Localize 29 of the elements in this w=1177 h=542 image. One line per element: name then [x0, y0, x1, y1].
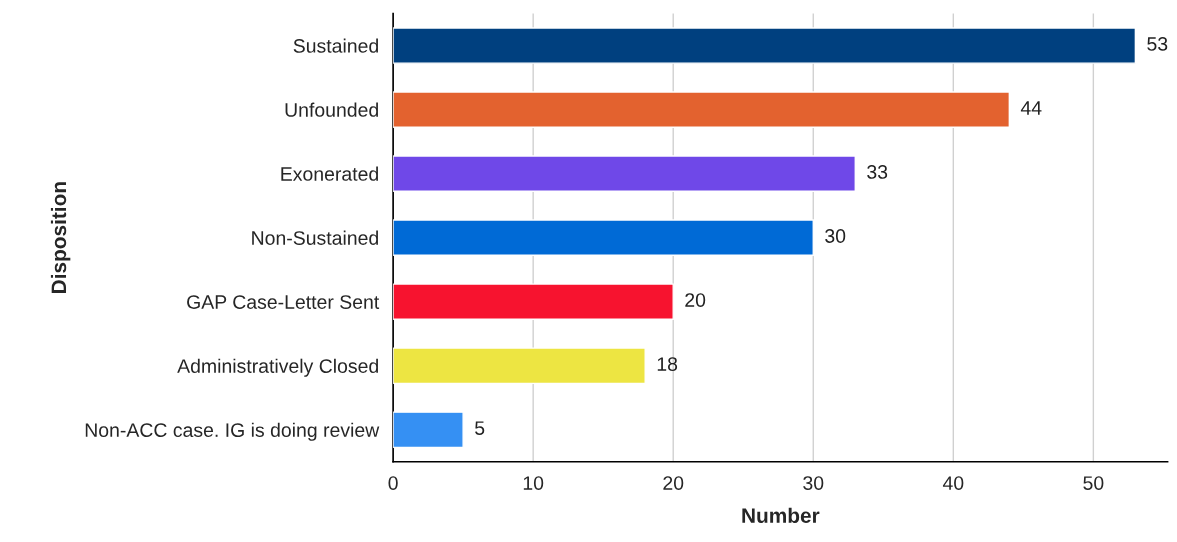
y-tick-label: Administratively Closed	[177, 358, 378, 377]
bar	[393, 347, 646, 385]
bar	[393, 411, 464, 449]
y-tick-label: Unfounded	[285, 102, 378, 117]
bar	[393, 27, 1137, 64]
bar	[393, 283, 674, 321]
y-tick-label: Non-ACC case. IG is doing review	[85, 422, 380, 441]
y-tick-label: Sustained	[293, 38, 378, 53]
x-axis-title: Number	[742, 507, 820, 523]
data-label: 5	[475, 421, 485, 435]
y-tick-label: GAP Case-Letter Sent	[187, 295, 380, 309]
data-label: 30	[825, 229, 846, 243]
data-label: 20	[685, 293, 706, 307]
data-label: 44	[1020, 101, 1042, 115]
bar	[393, 155, 856, 192]
y-tick-label: Non-Sustained	[252, 230, 378, 245]
data-label: 53	[1147, 37, 1168, 51]
x-tick-label: 30	[803, 476, 824, 490]
x-tick-label: 10	[523, 476, 544, 490]
y-axis-title: Disposition	[50, 182, 71, 293]
x-tick-label: 0	[388, 476, 398, 490]
bar	[393, 219, 814, 256]
bar	[393, 91, 1011, 128]
x-tick-label: 20	[663, 476, 684, 490]
data-label: 18	[657, 357, 678, 371]
data-label: 33	[867, 165, 888, 179]
x-tick-label: 50	[1083, 476, 1104, 490]
y-tick-label: Exonerated	[281, 166, 378, 181]
x-tick-label: 40	[942, 476, 964, 490]
